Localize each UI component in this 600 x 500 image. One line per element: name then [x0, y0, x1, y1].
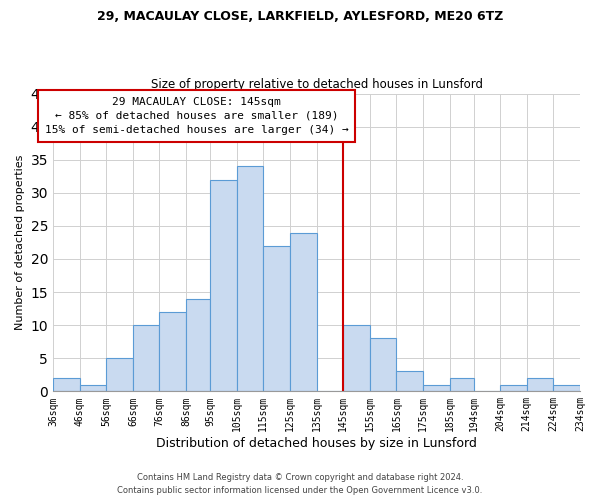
Bar: [290, 232, 317, 392]
Bar: [106, 358, 133, 392]
Bar: [370, 338, 397, 392]
Title: Size of property relative to detached houses in Lunsford: Size of property relative to detached ho…: [151, 78, 482, 91]
Bar: [186, 298, 210, 392]
Bar: [343, 325, 370, 392]
Bar: [133, 325, 160, 392]
Bar: [53, 378, 80, 392]
Bar: [80, 384, 106, 392]
Y-axis label: Number of detached properties: Number of detached properties: [15, 155, 25, 330]
Bar: [263, 246, 290, 392]
Bar: [423, 384, 449, 392]
Text: 29, MACAULAY CLOSE, LARKFIELD, AYLESFORD, ME20 6TZ: 29, MACAULAY CLOSE, LARKFIELD, AYLESFORD…: [97, 10, 503, 23]
Bar: [527, 378, 553, 392]
Text: Contains HM Land Registry data © Crown copyright and database right 2024.
Contai: Contains HM Land Registry data © Crown c…: [118, 474, 482, 495]
Bar: [553, 384, 580, 392]
Bar: [397, 372, 423, 392]
Bar: [160, 312, 186, 392]
Bar: [449, 378, 473, 392]
X-axis label: Distribution of detached houses by size in Lunsford: Distribution of detached houses by size …: [156, 437, 477, 450]
Text: 29 MACAULAY CLOSE: 145sqm
← 85% of detached houses are smaller (189)
15% of semi: 29 MACAULAY CLOSE: 145sqm ← 85% of detac…: [45, 97, 349, 135]
Bar: [210, 180, 236, 392]
Bar: [500, 384, 527, 392]
Bar: [236, 166, 263, 392]
